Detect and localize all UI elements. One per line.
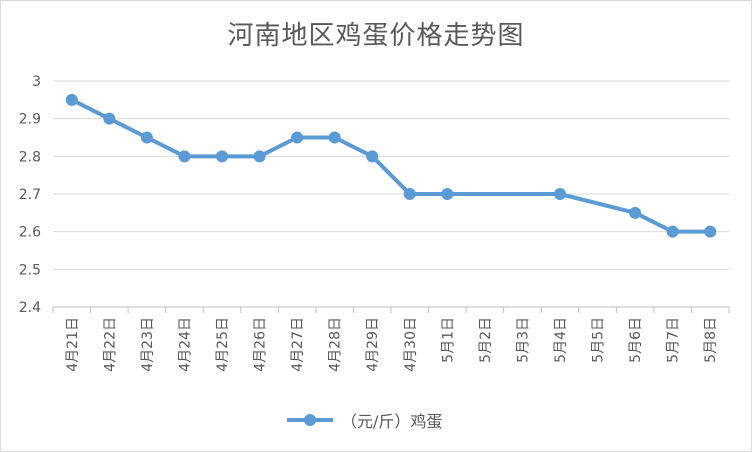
- data-point: [65, 93, 78, 106]
- data-point: [328, 131, 341, 144]
- y-tick-label: 2.4: [19, 300, 41, 316]
- data-point: [554, 188, 566, 200]
- x-tick-label: 4月21日: [65, 317, 81, 372]
- x-tick-label: 4月22日: [102, 317, 118, 372]
- y-tick-label: 2.9: [19, 112, 41, 128]
- x-tick-label: 4月26日: [253, 317, 269, 372]
- legend-marker: [304, 414, 316, 426]
- x-axis: 4月21日 4月22日 4月23日 4月24日 4月25日 4月26日 4月27日 4月28日…: [52, 306, 730, 372]
- y-tick-label: 2.8: [19, 149, 41, 165]
- x-tick-label: 4月25日: [215, 317, 231, 372]
- data-point: [441, 188, 454, 200]
- legend-label: （元/斤）鸡蛋: [341, 412, 443, 431]
- x-tick-label: 5月1日: [440, 317, 456, 363]
- y-tick-label: 2.6: [19, 225, 41, 241]
- data-point: [103, 112, 116, 125]
- data-point: [366, 150, 379, 163]
- y-tick-label: 2.5: [19, 262, 41, 278]
- legend: （元/斤）鸡蛋: [287, 409, 442, 431]
- data-point: [253, 150, 266, 163]
- x-tick-label: 4月24日: [177, 317, 193, 372]
- data-point: [403, 188, 416, 200]
- x-tick-label: 4月28日: [328, 317, 344, 372]
- x-tick-label: 4月23日: [140, 317, 156, 372]
- x-tick-label: 4月30日: [403, 317, 419, 372]
- x-tick-label: 5月6日: [628, 317, 644, 363]
- y-tick-label: 2.7: [19, 187, 41, 203]
- data-point: [666, 225, 679, 238]
- data-point: [140, 131, 153, 144]
- y-tick-label: 3: [32, 74, 41, 90]
- y-axis-labels: 2.4 2.5 2.6 2.7 2.8 2.9 3: [19, 74, 41, 316]
- data-point: [629, 206, 642, 219]
- legend-swatch: [287, 409, 333, 431]
- data-series: [65, 93, 717, 238]
- x-tick-label: 5月4日: [553, 317, 569, 363]
- x-tick-label: 5月8日: [703, 317, 719, 363]
- x-tick-label: 4月29日: [365, 317, 381, 372]
- gridlines: [53, 80, 729, 270]
- data-point: [704, 225, 717, 238]
- x-tick-label: 5月3日: [515, 317, 531, 363]
- x-tick-label: 4月27日: [290, 317, 306, 372]
- x-tick-label: 5月2日: [478, 317, 494, 363]
- series-line: [69, 97, 713, 234]
- x-tick-label: 5月5日: [591, 317, 607, 363]
- data-point: [291, 131, 304, 144]
- x-tick-label: 5月7日: [666, 317, 682, 363]
- data-point: [178, 150, 191, 163]
- chart-title: 河南地区鸡蛋价格走势图: [227, 21, 525, 51]
- data-point: [216, 150, 228, 163]
